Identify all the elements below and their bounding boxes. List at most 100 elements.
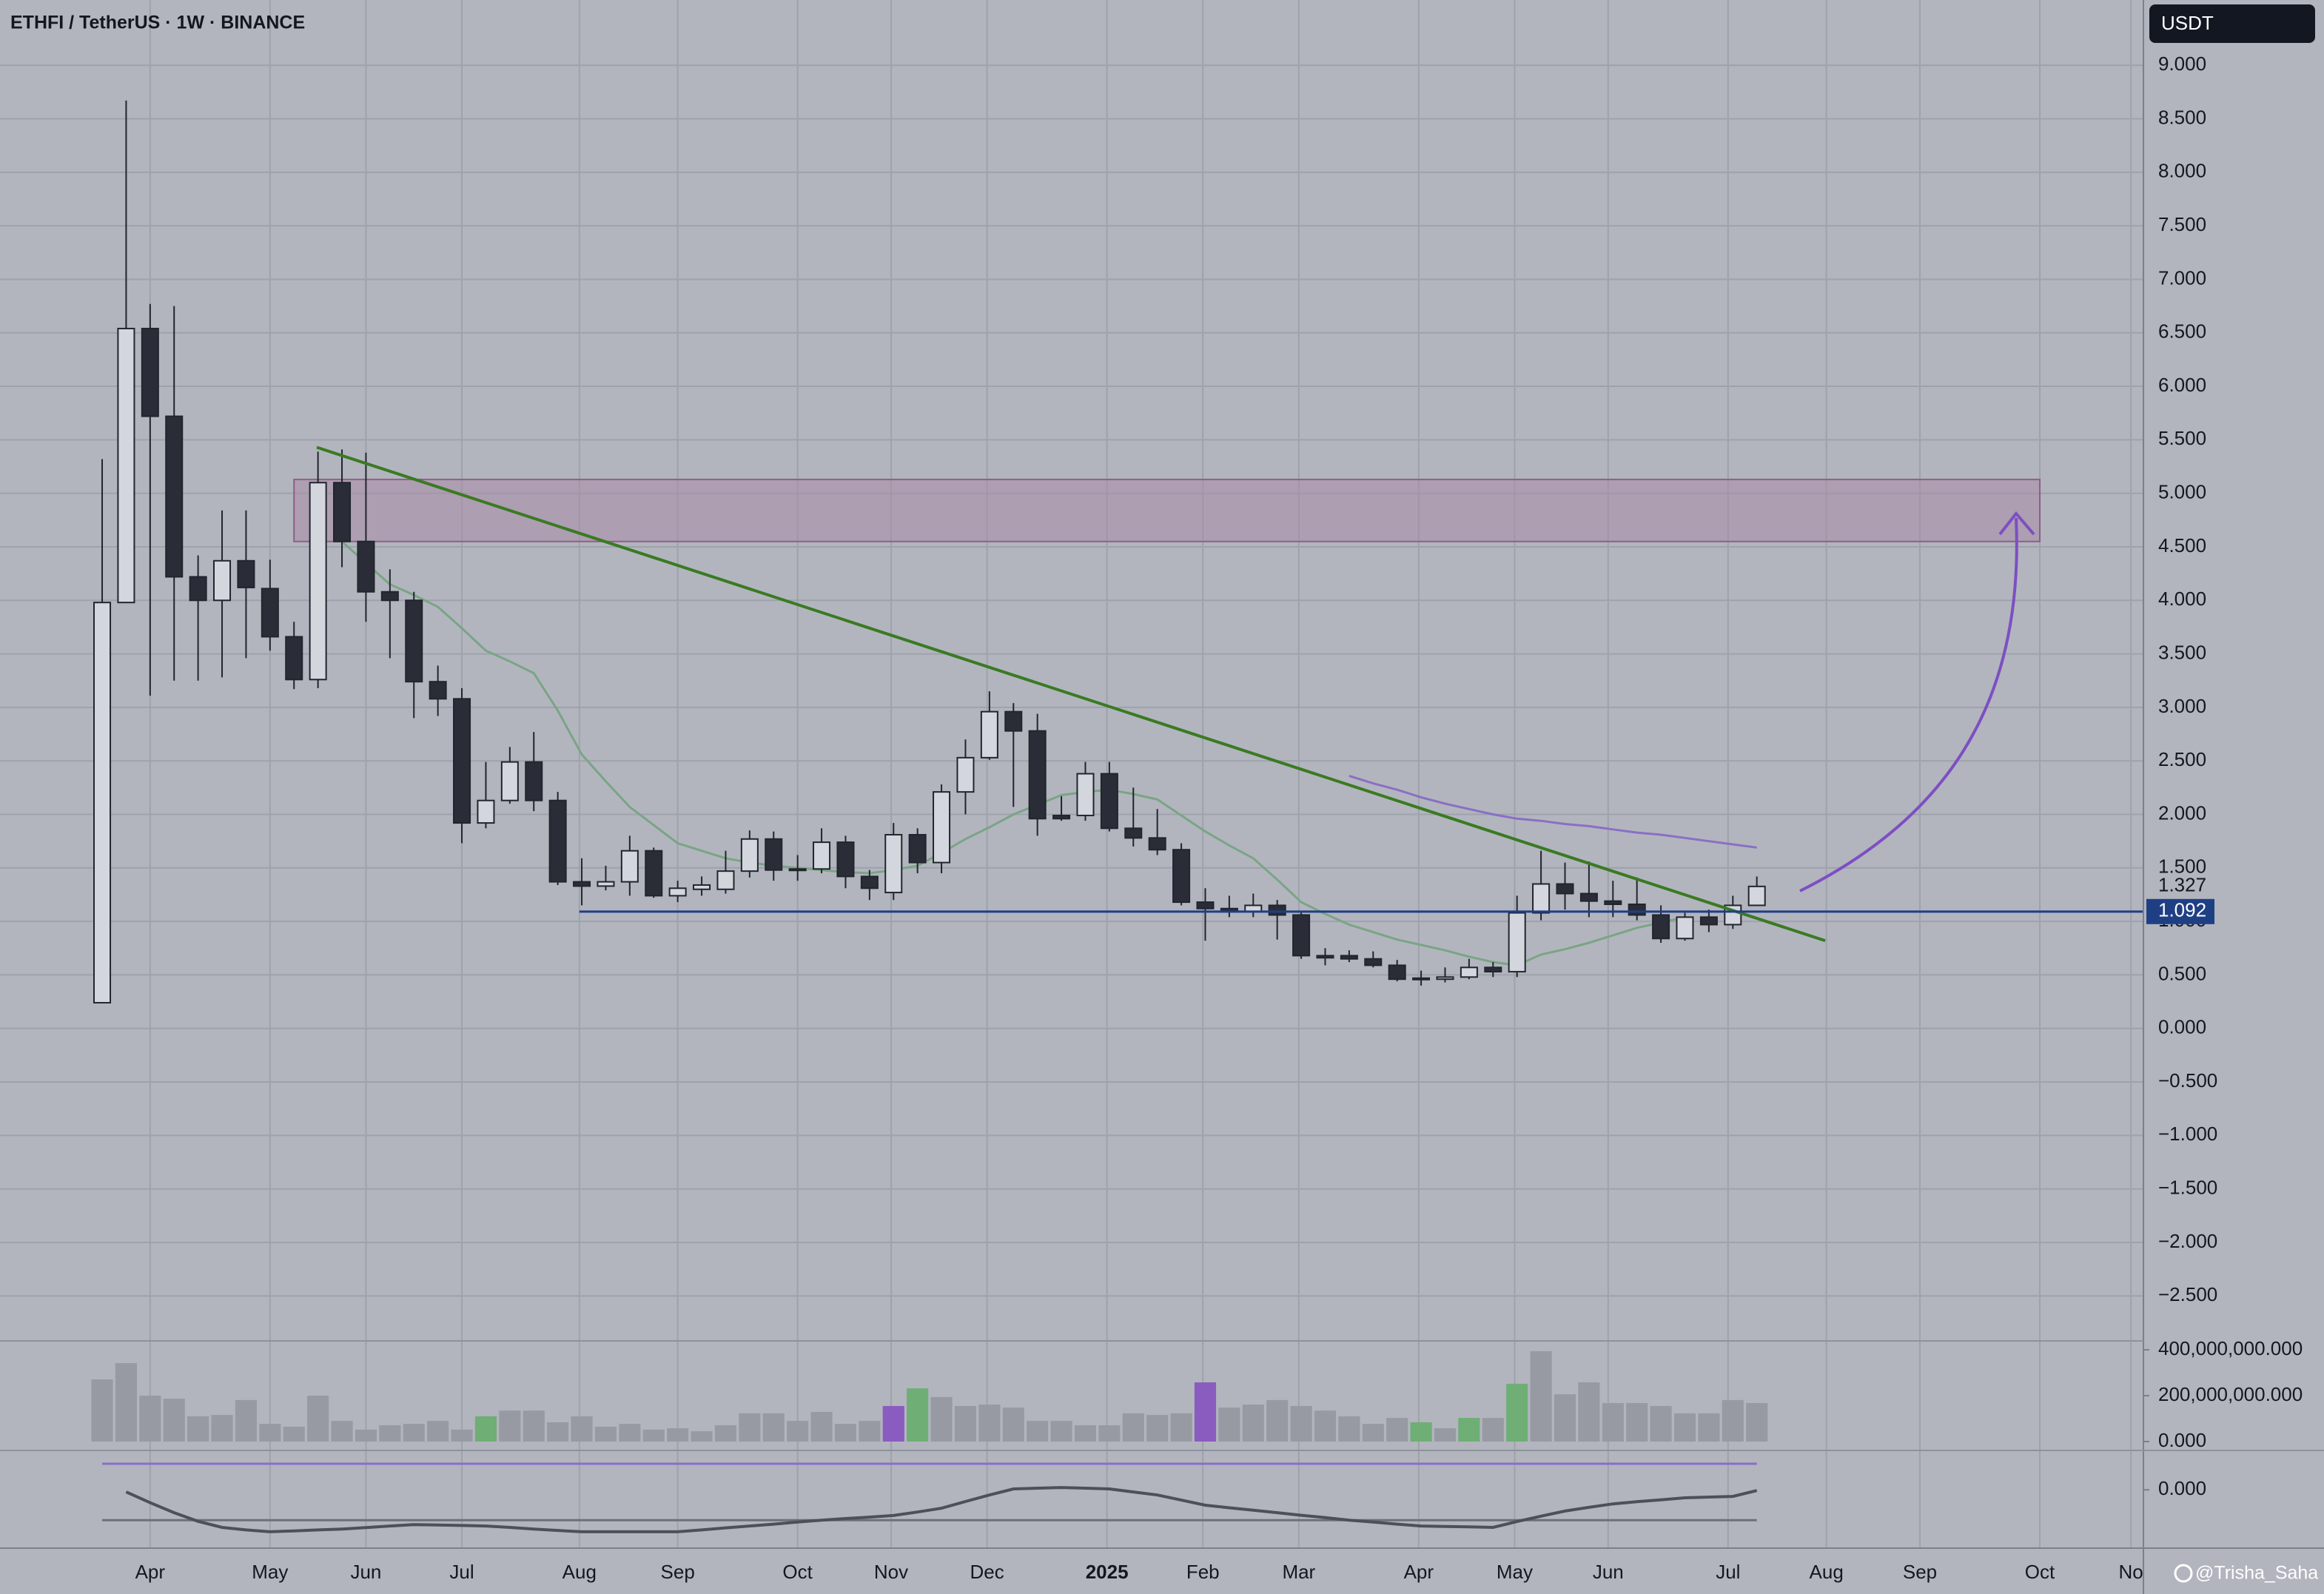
volume-bar [547, 1422, 569, 1442]
volume-bar [1554, 1394, 1576, 1442]
x-tick-label: Sep [1903, 1561, 1937, 1583]
candle-body [405, 599, 423, 683]
x-tick-label: Dec [970, 1561, 1004, 1583]
x-tick-label: Feb [1186, 1561, 1220, 1583]
y-tick-label: 5.500 [2158, 427, 2206, 449]
candle-body [1100, 773, 1118, 830]
candle-body [716, 870, 735, 890]
volume-bar [930, 1396, 953, 1442]
x-tick-label: 2025 [1086, 1561, 1129, 1583]
volume-bar [427, 1421, 449, 1442]
watermark-logo [2174, 1564, 2193, 1583]
volume-bar [474, 1416, 497, 1442]
volume-bar [1266, 1399, 1289, 1442]
x-tick-label: Aug [1810, 1561, 1844, 1583]
volume-bar [451, 1429, 473, 1442]
candle-body [956, 756, 975, 793]
volume-bar [1146, 1415, 1169, 1442]
volume-bar [810, 1412, 833, 1442]
candle-body [1364, 958, 1383, 966]
x-tick-label: Jun [1593, 1561, 1624, 1583]
candle-body [548, 799, 567, 883]
candle-body [668, 887, 687, 897]
volume-bar [307, 1396, 329, 1442]
candle-body [1340, 955, 1358, 960]
candle-body [884, 833, 903, 894]
volume-bar [859, 1421, 881, 1442]
volume-bar [1578, 1382, 1600, 1442]
x-tick-label: No [2119, 1561, 2143, 1583]
candle-body [813, 841, 831, 870]
candle-body [1508, 912, 1526, 973]
volume-bar [714, 1425, 737, 1442]
candle-body [1676, 916, 1694, 940]
volume-bar [1122, 1413, 1144, 1442]
y-tick-label: 6.000 [2158, 374, 2206, 396]
candle-body [1124, 827, 1143, 839]
candle-body [165, 415, 184, 578]
candle-body [93, 602, 112, 1004]
x-tick-label: Apr [135, 1561, 166, 1583]
candle-body [1172, 849, 1191, 904]
candle-body [740, 838, 759, 872]
volume-bar [1290, 1405, 1312, 1442]
x-tick-label: Jul [449, 1561, 474, 1583]
candle-body [1268, 904, 1286, 916]
candle-body [693, 884, 711, 890]
volume-bar [259, 1424, 281, 1442]
level-label: 1.092 [2158, 899, 2206, 921]
volume-bar [1002, 1408, 1024, 1442]
volume-bar [1314, 1410, 1337, 1442]
candle-body [309, 482, 327, 681]
volume-bar [1530, 1351, 1552, 1442]
projection-arrow [1799, 517, 2018, 892]
candle-body [1316, 955, 1334, 959]
currency-badge[interactable] [2149, 4, 2315, 43]
volume-tick-label: 0.000 [2158, 1429, 2206, 1451]
volume-bar [91, 1379, 113, 1442]
volume-bar [1338, 1416, 1360, 1442]
x-tick-label: May [252, 1561, 288, 1583]
moving-average [340, 540, 1685, 966]
volume-bar [1506, 1383, 1528, 1442]
volume-bar [762, 1413, 785, 1442]
candle-body [933, 791, 951, 864]
candle-body [1628, 903, 1646, 916]
candle-body [1556, 883, 1574, 895]
candle-body [1652, 914, 1670, 940]
volume-bar [571, 1416, 593, 1442]
candle-body [765, 838, 783, 871]
watermark: @Trisha_Saha [2195, 1563, 2318, 1584]
x-tick-label: Mar [1282, 1561, 1315, 1583]
volume-bar [1410, 1422, 1432, 1442]
candle-body [453, 698, 471, 824]
volume-bar [1746, 1402, 1768, 1442]
last-price-label: 1.327 [2158, 874, 2206, 896]
candle-body [1436, 976, 1454, 981]
y-tick-label: 9.000 [2158, 53, 2206, 75]
y-tick-label: 4.500 [2158, 534, 2206, 556]
y-tick-label: 1.500 [2158, 855, 2206, 878]
currency-label[interactable]: USDT [2161, 12, 2214, 34]
trendline [316, 445, 1826, 943]
volume-bar [1098, 1425, 1121, 1442]
volume-bar [1650, 1405, 1672, 1442]
volume-bar [882, 1405, 904, 1442]
y-tick-label: 0.000 [2158, 1016, 2206, 1038]
volume-bar [1050, 1421, 1072, 1442]
candle-body [836, 841, 855, 878]
arrow-head [1998, 511, 2035, 536]
candle-body [1484, 966, 1502, 973]
volume-bar [1362, 1424, 1384, 1442]
y-tick-label: 8.000 [2158, 160, 2206, 182]
candle-body [213, 559, 232, 602]
y-tick-label: 7.000 [2158, 266, 2206, 289]
volume-bar [1242, 1405, 1264, 1442]
volume-bar [619, 1424, 641, 1442]
candle-body [980, 710, 998, 759]
y-tick-label: 3.000 [2158, 695, 2206, 717]
volume-bar [1626, 1402, 1648, 1442]
volume-bar [642, 1429, 665, 1442]
x-tick-label: Jul [1716, 1561, 1740, 1583]
